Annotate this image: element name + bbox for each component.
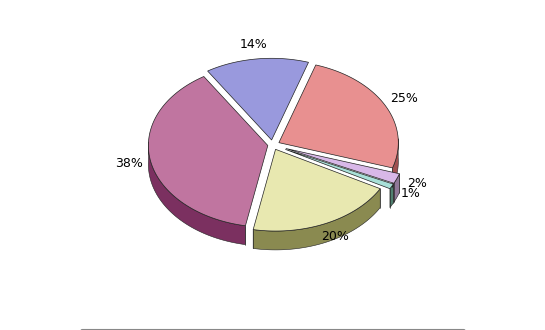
Text: 25%: 25%	[391, 92, 419, 105]
Text: 2%: 2%	[407, 178, 427, 190]
Text: 38%: 38%	[116, 157, 143, 170]
Polygon shape	[253, 189, 380, 250]
Text: 14%: 14%	[240, 38, 268, 51]
Polygon shape	[253, 149, 380, 231]
Text: 1%: 1%	[401, 186, 421, 200]
Polygon shape	[148, 77, 268, 226]
Polygon shape	[390, 184, 393, 208]
Polygon shape	[285, 149, 393, 189]
Polygon shape	[148, 142, 245, 245]
Polygon shape	[279, 65, 398, 168]
Polygon shape	[392, 139, 398, 187]
Polygon shape	[394, 174, 399, 202]
Legend: doença cardíaca, doença respiratória, doença neurológica, doença gastrointestina: doença cardíaca, doença respiratória, do…	[80, 329, 465, 330]
Polygon shape	[208, 58, 308, 140]
Polygon shape	[286, 148, 399, 183]
Text: 20%: 20%	[322, 230, 349, 243]
